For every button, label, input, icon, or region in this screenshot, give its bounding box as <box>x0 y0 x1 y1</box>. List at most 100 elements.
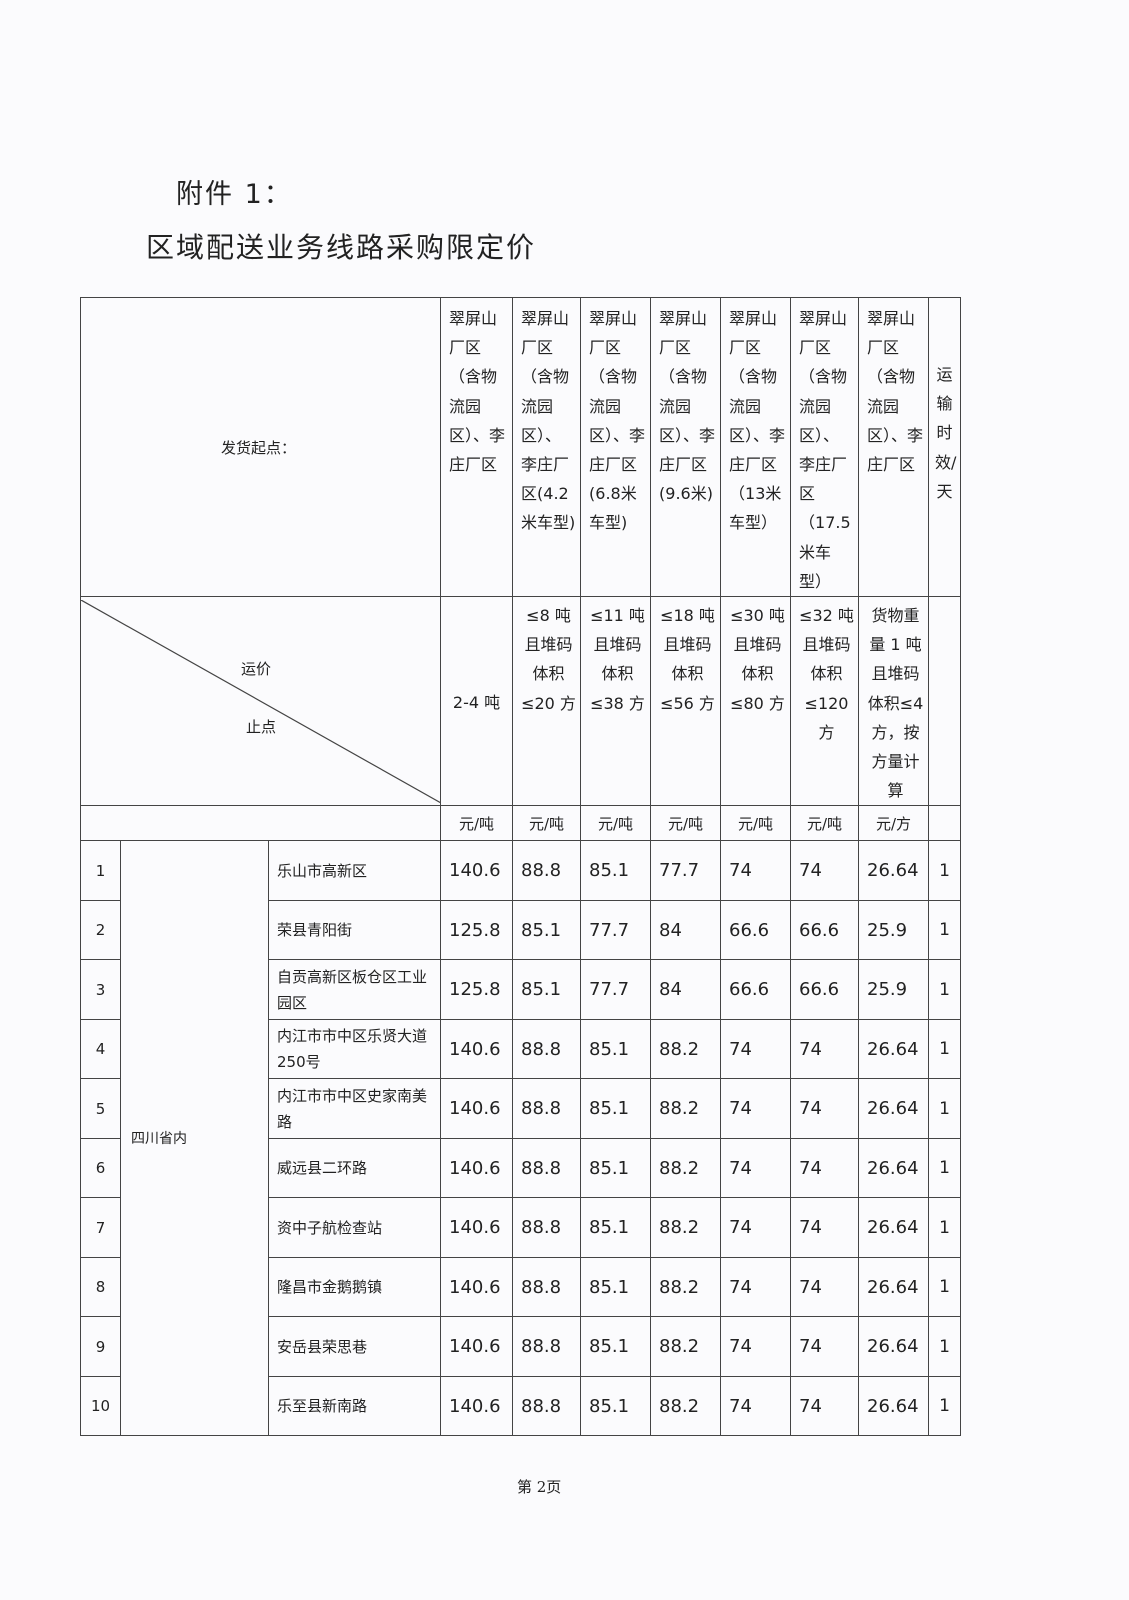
price-cell: 74 <box>790 1197 860 1258</box>
origin-column-header: 翠屏山厂区（含物流园区）、李庄厂区(6.8米车型) <box>580 296 652 598</box>
row-number: 9 <box>80 1316 121 1377</box>
diagonal-header-cell: 运价 止点 <box>79 596 442 807</box>
price-cell: 74 <box>720 1256 792 1318</box>
price-cell: 84 <box>650 959 722 1020</box>
price-cell: 74 <box>720 1197 792 1258</box>
condition-cell: ≤30 吨且堆码体积≤80 方 <box>720 596 792 807</box>
row-number: 10 <box>80 1375 121 1437</box>
price-cell: 26.64 <box>858 1197 930 1258</box>
price-cell: 74 <box>720 1078 792 1139</box>
table-row: 8 隆昌市金鹅鹅镇 140.6 88.8 85.1 88.2 74 74 26.64 1 <box>80 1256 962 1318</box>
origin-column-header: 翠屏山厂区（含物流园区）、李庄厂区（17.5米车型） <box>790 296 860 598</box>
transit-days-cell: 1 <box>928 1375 962 1437</box>
price-cell: 26.64 <box>858 1316 930 1377</box>
row-number: 6 <box>80 1137 121 1199</box>
price-cell: 85.1 <box>580 1137 652 1199</box>
transit-days-cell: 1 <box>928 1316 962 1377</box>
price-cell: 26.64 <box>858 1256 930 1318</box>
stop-cell: 乐至县新南路 <box>267 1375 442 1437</box>
price-cell: 140.6 <box>440 1316 514 1377</box>
price-cell: 26.64 <box>858 1137 930 1199</box>
transit-days-cell: 1 <box>928 1197 962 1258</box>
stop-cell: 资中子航检查站 <box>267 1197 442 1258</box>
price-cell: 88.2 <box>650 1137 722 1199</box>
origin-label: 发货起点： <box>221 439 297 458</box>
freight-label: 运价 <box>241 659 272 678</box>
region-cell: 四川省内 <box>120 840 269 1437</box>
price-cell: 88.2 <box>650 1375 722 1437</box>
price-cell: 74 <box>790 1316 860 1377</box>
stop-cell: 隆昌市金鹅鹅镇 <box>267 1256 442 1318</box>
price-cell: 88.2 <box>650 1256 722 1318</box>
stop-label: 止点 <box>246 717 277 736</box>
stop-cell: 自贡高新区板仓区工业园区 <box>267 959 442 1020</box>
attachment-label: 附件 1： <box>176 179 293 210</box>
table-row: 3 自贡高新区板仓区工业园区 125.8 85.1 77.7 84 66.6 66.6 25.9… <box>80 959 962 1020</box>
condition-cell: ≤32 吨且堆码体积≤120 方 <box>790 596 860 807</box>
price-cell: 74 <box>790 1078 860 1139</box>
transit-days-cell: 1 <box>928 840 962 901</box>
table-row: 7 资中子航检查站 140.6 88.8 85.1 88.2 74 74 26.64 1 <box>80 1197 962 1258</box>
transit-days-header: 运输时效/天 <box>928 296 962 598</box>
price-cell: 74 <box>790 840 860 901</box>
price-cell: 140.6 <box>440 1375 514 1437</box>
price-cell: 26.64 <box>858 1078 930 1139</box>
price-cell: 26.64 <box>858 840 930 901</box>
row-number: 8 <box>80 1256 121 1318</box>
page-title: 区域配送业务线路采购限定价 <box>146 231 537 264</box>
price-cell: 66.6 <box>790 899 860 961</box>
price-cell: 88.8 <box>512 1137 582 1199</box>
stop-cell: 威远县二环路 <box>267 1137 442 1199</box>
price-cell: 88.8 <box>512 840 582 901</box>
price-cell: 25.9 <box>858 959 930 1020</box>
stop-cell: 内江市市中区乐贤大道250号 <box>267 1018 442 1080</box>
price-cell: 26.64 <box>858 1018 930 1080</box>
price-cell: 74 <box>720 840 792 901</box>
row-number: 7 <box>80 1197 121 1258</box>
price-cell: 85.1 <box>512 899 582 961</box>
transit-days-cell: 1 <box>928 1018 962 1080</box>
price-cell: 74 <box>790 1018 860 1080</box>
table-row: 10 乐至县新南路 140.6 88.8 85.1 88.2 74 74 26.64 1 <box>80 1375 962 1437</box>
origin-column-header: 翠屏山厂区（含物流园区）、李庄厂区 <box>858 296 930 598</box>
origin-column-header: 翠屏山厂区（含物流园区）、李庄厂区(4.2米车型) <box>512 296 582 598</box>
table-row: 6 威远县二环路 140.6 88.8 85.1 88.2 74 74 26.64 1 <box>80 1137 962 1199</box>
transit-days-cell: 1 <box>928 959 962 1020</box>
table-row: 4 内江市市中区乐贤大道250号 140.6 88.8 85.1 88.2 74 74 26.6… <box>80 1018 962 1080</box>
price-cell: 85.1 <box>580 1197 652 1258</box>
condition-blank-cell <box>928 596 962 807</box>
price-cell: 88.2 <box>650 1316 722 1377</box>
unit-cell: 元/吨 <box>650 805 722 842</box>
price-cell: 88.8 <box>512 1256 582 1318</box>
stop-cell: 安岳县荣思巷 <box>267 1316 442 1377</box>
price-cell: 85.1 <box>580 1316 652 1377</box>
unit-cell: 元/吨 <box>440 805 514 842</box>
price-cell: 66.6 <box>720 959 792 1020</box>
price-cell: 140.6 <box>440 1197 514 1258</box>
origin-column-header: 翠屏山厂区（含物流园区）、李庄厂区 <box>440 296 514 598</box>
price-cell: 66.6 <box>720 899 792 961</box>
unit-blank-cell <box>928 805 962 842</box>
price-table: 发货起点： 翠屏山厂区（含物流园区）、李庄厂区 翠屏山厂区（含物流园区）、李庄厂区… <box>79 296 962 1437</box>
price-cell: 77.7 <box>650 840 722 901</box>
condition-cell: 2-4 吨 <box>440 596 514 807</box>
price-cell: 25.9 <box>858 899 930 961</box>
unit-blank-cell <box>79 805 442 842</box>
row-number: 4 <box>80 1018 121 1080</box>
price-cell: 140.6 <box>440 840 514 901</box>
price-cell: 74 <box>790 1256 860 1318</box>
page-number: 第 2页 <box>517 1478 562 1496</box>
price-cell: 85.1 <box>580 1078 652 1139</box>
table-row: 2 荣县青阳街 125.8 85.1 77.7 84 66.6 66.6 25.9 1 <box>80 899 962 961</box>
stop-cell: 荣县青阳街 <box>267 899 442 961</box>
price-cell: 88.8 <box>512 1078 582 1139</box>
stop-cell: 乐山市高新区 <box>267 840 442 901</box>
condition-cell: ≤8 吨且堆码体积≤20 方 <box>512 596 582 807</box>
row-number: 3 <box>80 959 121 1020</box>
price-cell: 74 <box>720 1316 792 1377</box>
price-cell: 66.6 <box>790 959 860 1020</box>
transit-days-cell: 1 <box>928 1256 962 1318</box>
price-cell: 140.6 <box>440 1256 514 1318</box>
row-number: 2 <box>80 899 121 961</box>
diagonal-line <box>81 599 441 803</box>
